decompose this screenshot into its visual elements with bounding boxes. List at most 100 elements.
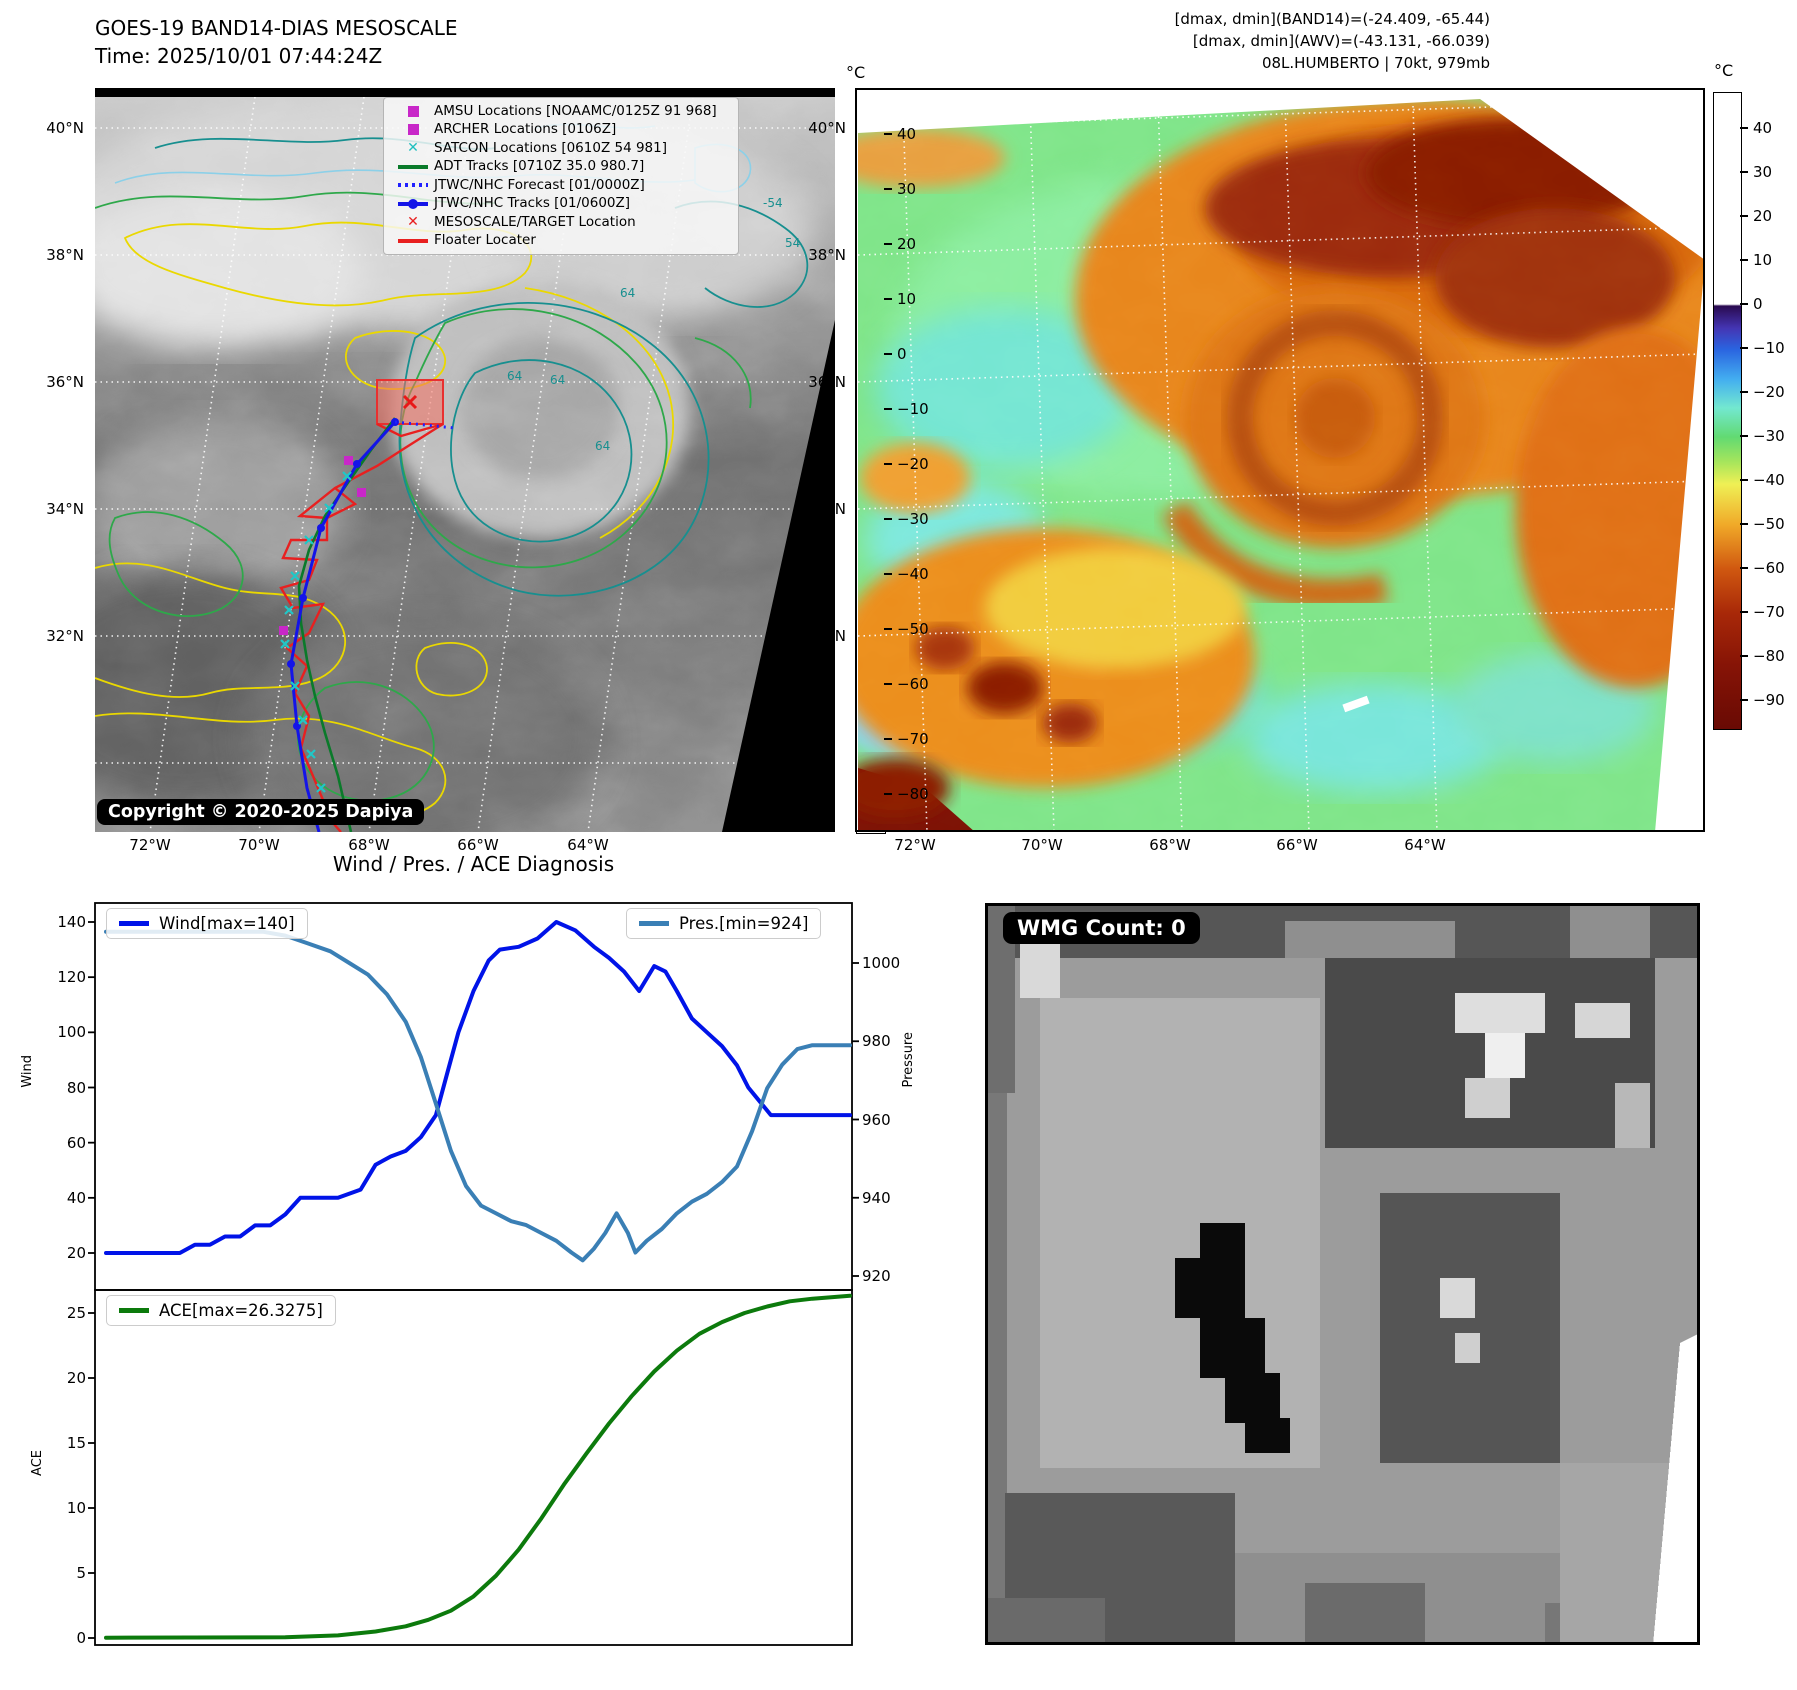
- ir-contours: [95, 123, 809, 824]
- ace-line-swatch: [119, 1308, 149, 1313]
- lat-label: 40°N: [808, 119, 846, 137]
- ace-tick-label: 5: [76, 1564, 86, 1582]
- colorbar-tick-mark: [884, 242, 892, 245]
- lon-label: 68°W: [1149, 836, 1191, 854]
- lon-label: 64°W: [1404, 836, 1446, 854]
- ace-tick-label: 25: [66, 1304, 86, 1322]
- colorbar-tick-label: −50: [897, 619, 929, 638]
- pressure-tick-label: 920: [862, 1267, 891, 1285]
- ace-tick-label: 20: [66, 1369, 86, 1387]
- ir-colorbar: [1713, 92, 1742, 730]
- wmg-border: [985, 903, 1700, 1645]
- colorbar-tick-mark: [1740, 479, 1748, 481]
- jtwc-track: [289, 420, 397, 832]
- colorbar-tick-label: −30: [1753, 427, 1785, 445]
- colorbar-tick-mark: [884, 352, 892, 355]
- colorbar-tick-mark: [1740, 523, 1748, 525]
- square-marker-icon: [392, 124, 434, 136]
- lat-label: 32°N: [46, 627, 84, 645]
- line-marker-icon: [392, 164, 434, 169]
- colorbar-tick-label: −10: [897, 399, 929, 418]
- lat-label: 40°N: [46, 119, 84, 137]
- adt-track: [297, 417, 397, 832]
- lon-label: 68°W: [348, 836, 390, 854]
- colorbar-tick-label: 10: [897, 289, 917, 308]
- lon-label: 70°W: [238, 836, 280, 854]
- colorbar-tick-mark: [1740, 435, 1748, 437]
- legend-item: ARCHER Locations [0106Z]: [392, 122, 730, 137]
- lat-label: 36°N: [808, 373, 846, 391]
- lon-label: 70°W: [1021, 836, 1063, 854]
- wind-tick-label: 120: [57, 968, 86, 987]
- svg-text:54: 54: [785, 236, 800, 250]
- svg-text:64: 64: [507, 369, 522, 383]
- colorbar-tick-mark: [884, 297, 892, 300]
- colorbar-tick-label: 0: [897, 344, 907, 363]
- square-marker-icon: [392, 105, 434, 117]
- colorbar-tick-mark: [1740, 127, 1748, 129]
- legend-item-label: AMSU Locations [NOAAMC/0125Z 91 968]: [434, 102, 717, 119]
- wind-legend-label: Wind[max=140]: [159, 914, 295, 933]
- colorbar-tick-mark: [1740, 611, 1748, 613]
- colorbar-unit: °C: [846, 63, 866, 82]
- dmax-dmin-band14: [dmax, dmin](BAND14)=(-24.409, -65.44): [1174, 10, 1490, 28]
- pressure-tick-label: 940: [862, 1188, 891, 1207]
- colorbar-tick-label: −70: [1753, 603, 1785, 621]
- legend-item-label: ARCHER Locations [0106Z]: [434, 121, 617, 138]
- pressure-legend-label: Pres.[min=924]: [679, 914, 809, 933]
- lon-label: 66°W: [457, 836, 499, 854]
- colorbar-tick-mark: [1740, 215, 1748, 217]
- colorbar-tick-label: 20: [1753, 207, 1773, 225]
- map-legend: AMSU Locations [NOAAMC/0125Z 91 968] ARCH…: [383, 97, 739, 255]
- svg-text:64: 64: [595, 439, 610, 453]
- storm-info-block: [dmax, dmin](BAND14)=(-24.409, -65.44) […: [1050, 8, 1490, 74]
- legend-item-label: Floater Locater: [434, 232, 536, 249]
- colorbar-tick-label: −40: [1753, 471, 1785, 489]
- ace-tick-label: 15: [66, 1434, 86, 1452]
- x-marker-icon: ✕: [407, 139, 419, 156]
- x-marker-icon: ✕: [407, 213, 419, 230]
- jtwc-forecast-track: [394, 420, 456, 430]
- colorbar-tick-mark: [1740, 567, 1748, 569]
- lat-label: 38°N: [46, 246, 84, 264]
- colorbar-tick-label: 40: [897, 124, 917, 143]
- colorbar-tick-mark: [1740, 171, 1748, 173]
- lat-label: 36°N: [46, 373, 84, 391]
- colorbar-tick-mark: [1740, 303, 1748, 305]
- svg-text:-54: -54: [763, 196, 783, 210]
- colorized-ir-map: [855, 88, 1705, 832]
- wind-tick-label: 100: [57, 1023, 86, 1042]
- colorbar-tick-label: −60: [897, 674, 929, 693]
- line-dot-marker-icon: [392, 198, 434, 209]
- wind-legend: Wind[max=140]: [106, 908, 308, 939]
- colorbar-tick-label: −10: [1753, 339, 1785, 357]
- page-subtitle: Time: 2025/10/01 07:44:24Z: [95, 44, 383, 68]
- target-x-icon: [402, 394, 418, 410]
- wind-tick-label: 140: [57, 913, 86, 931]
- colorbar-tick-label: −20: [897, 454, 929, 473]
- legend-item: JTWC/NHC Tracks [01/0600Z]: [392, 196, 730, 211]
- graticule: [858, 99, 1703, 832]
- colorbar-tick-mark: [884, 187, 892, 190]
- colorbar-tick-mark: [884, 682, 892, 685]
- wind-tick-label: 60: [66, 1133, 86, 1152]
- floater-locater-track: [279, 422, 444, 832]
- ace-tick-label: 0: [76, 1629, 86, 1647]
- legend-item: ✕ MESOSCALE/TARGET Location: [392, 213, 730, 230]
- colorbar-tick-mark: [884, 407, 892, 410]
- colorbar-tick-label: −90: [1753, 691, 1785, 709]
- colorbar-tick-label: −20: [1753, 383, 1785, 401]
- legend-item-label: JTWC/NHC Tracks [01/0600Z]: [434, 195, 631, 212]
- legend-item-label: MESOSCALE/TARGET Location: [434, 213, 636, 230]
- colorbar-tick-label: −80: [1753, 647, 1785, 665]
- lon-label: 72°W: [129, 836, 171, 854]
- svg-text:64: 64: [620, 286, 635, 300]
- legend-item: Floater Locater: [392, 233, 730, 248]
- colorbar-tick-mark: [884, 737, 892, 740]
- svg-text:64: 64: [550, 373, 565, 387]
- map-border: [855, 88, 1705, 832]
- colorbar-tick-mark: [884, 792, 892, 795]
- colorbar-unit: °C: [1714, 61, 1734, 80]
- pressure-tick-label: 960: [862, 1110, 891, 1129]
